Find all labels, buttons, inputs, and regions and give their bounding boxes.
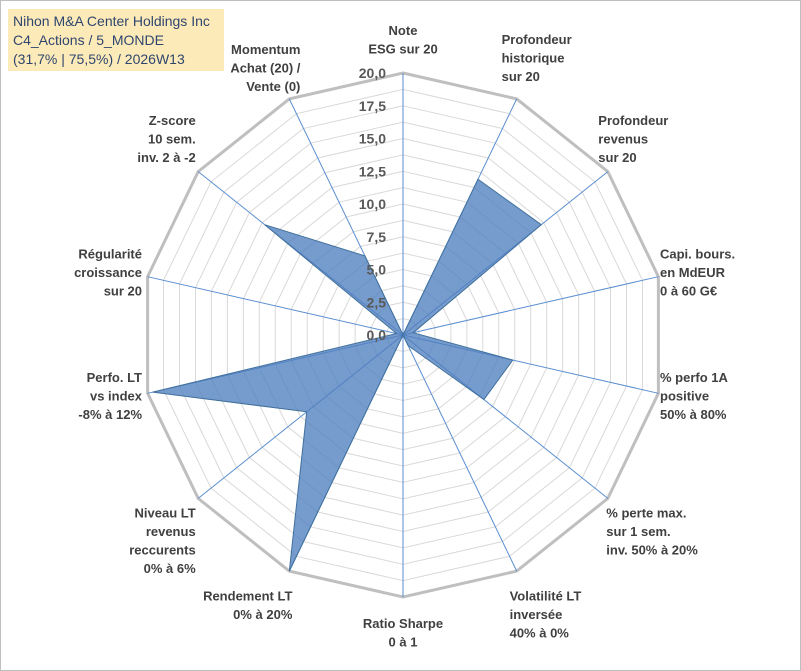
axis-label: % perte max. sur 1 sem. inv. 50% à 20%: [606, 505, 698, 557]
tick-label: 12,5: [359, 163, 386, 179]
tick-label: 20,0: [359, 65, 386, 81]
axis-label: Momentum Achat (20) / Vente (0): [230, 42, 300, 94]
axis-label: Ratio Sharpe 0 à 1: [363, 616, 443, 650]
tick-label: 15,0: [359, 131, 386, 147]
tick-label: 2,5: [367, 294, 387, 310]
chart-title-line: Nihon M&A Center Holdings Inc: [13, 13, 210, 29]
axis-label: Niveau LT revenus reccurents 0% à 6%: [129, 505, 196, 576]
axis-label: Note ESG sur 20: [368, 23, 437, 57]
axis-label: Régularité croissance sur 20: [74, 246, 142, 298]
axis-label: Capi. bours. en MdEUR 0 à 60 G€: [660, 246, 735, 298]
axis-spoke: [147, 276, 404, 336]
chart-title-box: Nihon M&A Center Holdings Inc C4_Actions…: [8, 9, 224, 71]
axis-spoke: [402, 334, 518, 572]
data-series-area: [152, 178, 543, 572]
axis-label: Profondeur historique sur 20: [502, 32, 572, 84]
axis-label: Profondeur revenus sur 20: [598, 113, 668, 165]
tick-label: 5,0: [367, 262, 387, 278]
chart-title-line: (31,7% | 75,5%) / 2026W13: [13, 51, 185, 67]
chart-title-line: C4_Actions / 5_MONDE: [13, 32, 164, 48]
axis-label: Z-score 10 sem. inv. 2 à -2: [137, 113, 195, 165]
axis-label: % perfo 1A positive 50% à 80%: [660, 370, 729, 422]
tick-label: 10,0: [359, 196, 386, 212]
tick-label: 0,0: [367, 327, 387, 343]
tick-label: 17,5: [359, 98, 386, 114]
axis-label: Rendement LT 0% à 20%: [203, 589, 293, 623]
axis-label: Perfo. LT vs index -8% à 12%: [78, 370, 142, 422]
axis-label: Volatilité LT inversée 40% à 0%: [510, 589, 582, 641]
tick-label: 7,5: [367, 229, 387, 245]
axis-spoke: [402, 276, 659, 336]
